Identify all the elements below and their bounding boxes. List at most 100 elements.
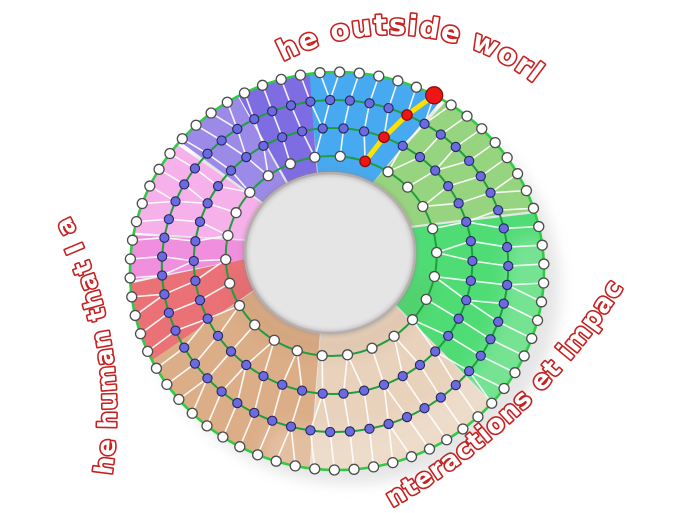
mesh-node-ring3[interactable] xyxy=(156,251,168,262)
mesh-node-outer[interactable] xyxy=(129,309,141,322)
mesh-node-inner[interactable] xyxy=(249,319,261,331)
mesh-node-ring2[interactable] xyxy=(414,359,426,371)
mesh-node-outer[interactable] xyxy=(141,345,154,358)
mesh-node-ring3[interactable] xyxy=(324,94,336,106)
mesh-node-ring2[interactable] xyxy=(397,140,408,152)
mesh-node-ring3[interactable] xyxy=(179,342,190,353)
mesh-node-ring3[interactable] xyxy=(450,141,461,153)
mesh-node-inner[interactable] xyxy=(420,293,432,306)
mesh-node-ring2[interactable] xyxy=(461,295,472,306)
mesh-node-outer[interactable] xyxy=(309,463,321,475)
mesh-node-ring3[interactable] xyxy=(189,163,201,174)
mesh-node-outer[interactable] xyxy=(392,75,404,87)
mesh-node-outer[interactable] xyxy=(221,96,233,108)
mesh-node-inner[interactable] xyxy=(233,299,246,312)
mesh-node-outer[interactable] xyxy=(405,451,418,463)
mesh-node-outer[interactable] xyxy=(153,163,165,175)
mesh-node-ring3[interactable] xyxy=(463,365,475,377)
mesh-node-ring2[interactable] xyxy=(194,295,206,306)
mesh-node-outer[interactable] xyxy=(489,136,501,149)
mesh-node-outer[interactable] xyxy=(520,184,533,197)
mesh-node-ring3[interactable] xyxy=(163,214,175,225)
mesh-node-ring2[interactable] xyxy=(225,165,237,176)
mesh-node-outer[interactable] xyxy=(328,464,341,476)
mesh-node-ring2[interactable] xyxy=(202,313,213,324)
mesh-node-outer[interactable] xyxy=(518,350,530,362)
mesh-node-ring3[interactable] xyxy=(498,298,509,309)
mesh-node-outer[interactable] xyxy=(314,67,326,79)
mesh-node-ring3[interactable] xyxy=(216,386,227,397)
mesh-node-ring2[interactable] xyxy=(465,236,476,247)
mesh-node-ring3[interactable] xyxy=(267,106,278,117)
mesh-node-outer[interactable] xyxy=(164,147,176,160)
mesh-node-ring2[interactable] xyxy=(338,123,349,134)
mesh-node-outer[interactable] xyxy=(533,220,545,233)
mesh-node-ring2[interactable] xyxy=(453,313,464,324)
mesh-node-inner[interactable] xyxy=(268,334,280,346)
mesh-node-ring3[interactable] xyxy=(202,373,213,384)
mesh-node-ring3[interactable] xyxy=(364,98,375,109)
mesh-node-ring3[interactable] xyxy=(450,379,461,391)
mesh-node-outer[interactable] xyxy=(348,463,360,475)
mesh-node-ring3[interactable] xyxy=(159,289,170,300)
mesh-node-outer[interactable] xyxy=(472,411,484,423)
mesh-node-ring3[interactable] xyxy=(249,114,260,125)
mesh-node-ring3[interactable] xyxy=(435,392,446,403)
highlight-node-outer[interactable] xyxy=(425,86,444,105)
mesh-node-ring3[interactable] xyxy=(324,426,336,438)
mesh-node-ring2[interactable] xyxy=(358,126,370,137)
mesh-node-inner[interactable] xyxy=(309,151,321,163)
mesh-node-ring3[interactable] xyxy=(435,129,446,140)
mesh-node-outer[interactable] xyxy=(130,215,143,228)
mesh-node-outer[interactable] xyxy=(190,119,202,131)
mesh-node-ring3[interactable] xyxy=(216,135,227,146)
mesh-node-outer[interactable] xyxy=(176,133,188,145)
mesh-node-ring2[interactable] xyxy=(190,236,201,247)
mesh-node-outer[interactable] xyxy=(526,332,538,345)
mesh-node-ring2[interactable] xyxy=(467,255,478,267)
mesh-node-inner[interactable] xyxy=(406,314,419,326)
mesh-node-outer[interactable] xyxy=(234,441,246,453)
mesh-node-outer[interactable] xyxy=(217,431,229,443)
mesh-node-inner[interactable] xyxy=(341,349,354,361)
mesh-node-ring2[interactable] xyxy=(190,275,201,286)
mesh-node-inner[interactable] xyxy=(382,166,394,178)
highlight-edge[interactable] xyxy=(362,92,437,164)
mesh-node-ring2[interactable] xyxy=(430,165,441,176)
mesh-node-ring3[interactable] xyxy=(364,423,375,434)
mesh-node-ring2[interactable] xyxy=(225,346,237,357)
mesh-node-ring2[interactable] xyxy=(358,385,370,396)
mesh-node-ring2[interactable] xyxy=(443,330,454,342)
mesh-node-outer[interactable] xyxy=(353,67,365,79)
mesh-node-ring2[interactable] xyxy=(258,371,269,382)
mesh-node-outer[interactable] xyxy=(535,296,548,308)
mesh-node-outer[interactable] xyxy=(441,434,453,446)
mesh-node-ring2[interactable] xyxy=(258,140,269,152)
mesh-node-outer[interactable] xyxy=(294,69,307,81)
mesh-node-ring3[interactable] xyxy=(344,426,356,437)
mesh-node-outer[interactable] xyxy=(423,443,436,455)
mesh-node-inner[interactable] xyxy=(316,349,328,362)
mesh-node-outer[interactable] xyxy=(445,99,457,111)
mesh-node-outer[interactable] xyxy=(186,407,198,419)
mesh-node-ring2[interactable] xyxy=(241,151,252,163)
mesh-node-outer[interactable] xyxy=(275,73,287,86)
mesh-node-ring3[interactable] xyxy=(475,350,486,361)
mesh-node-inner[interactable] xyxy=(230,207,242,219)
mesh-node-outer[interactable] xyxy=(486,397,498,409)
mesh-node-ring3[interactable] xyxy=(305,96,316,107)
mesh-node-ring2[interactable] xyxy=(430,346,441,357)
mesh-node-inner[interactable] xyxy=(244,186,256,199)
mesh-node-outer[interactable] xyxy=(251,449,264,461)
mesh-node-outer[interactable] xyxy=(537,277,550,289)
mesh-node-inner[interactable] xyxy=(402,181,414,193)
mesh-node-outer[interactable] xyxy=(205,107,217,119)
mesh-node-ring3[interactable] xyxy=(493,316,504,327)
mesh-node-inner[interactable] xyxy=(222,229,234,242)
mesh-node-ring2[interactable] xyxy=(414,151,426,163)
mesh-node-ring3[interactable] xyxy=(383,418,394,430)
mesh-node-outer[interactable] xyxy=(387,456,399,469)
mesh-node-outer[interactable] xyxy=(124,272,136,284)
mesh-node-ring3[interactable] xyxy=(156,270,168,281)
mesh-node-inner[interactable] xyxy=(427,223,439,235)
